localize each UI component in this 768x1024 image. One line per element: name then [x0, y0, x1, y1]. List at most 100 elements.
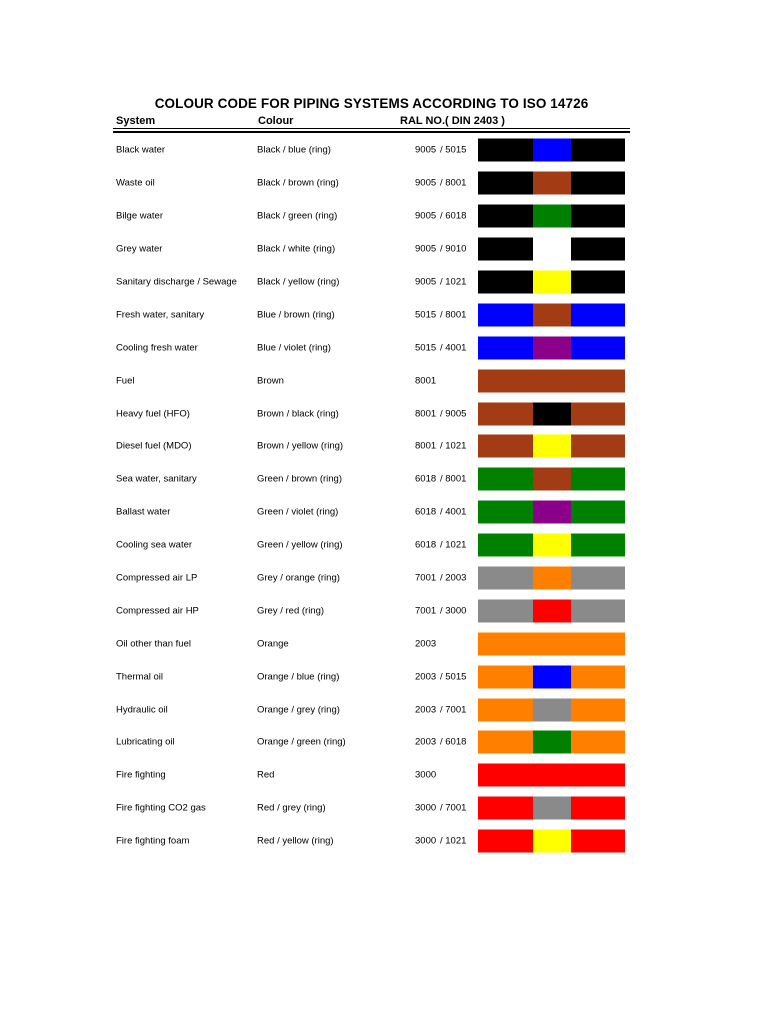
ral-ring-number: / 7001	[440, 802, 467, 814]
table-row: Oil other than fuel Orange 2003	[0, 627, 768, 660]
pipe-colour-swatch	[478, 402, 625, 426]
colour-label: Orange / grey (ring)	[257, 704, 340, 716]
table-row: Sanitary discharge / Sewage Black / yello…	[0, 266, 768, 299]
pipe-colour-swatch	[478, 599, 625, 623]
pipe-colour-swatch	[478, 171, 625, 195]
system-label: Fresh water, sanitary	[116, 309, 205, 321]
colour-label: Black / white (ring)	[257, 243, 336, 255]
ral-main-number: 7001	[415, 605, 437, 617]
ral-ring-number: / 1021	[440, 276, 467, 288]
colour-label: Red / grey (ring)	[257, 802, 326, 814]
page-title: COLOUR CODE FOR PIPING SYSTEMS ACCORDING…	[154, 96, 589, 111]
ring-colour-band	[532, 829, 571, 853]
colour-label: Black / yellow (ring)	[257, 276, 340, 288]
system-label: Fire fighting foam	[116, 835, 190, 847]
system-label: Bilge water	[116, 210, 163, 222]
ring-colour-band	[532, 665, 571, 689]
table-row: Sea water, sanitary Green / brown (ring) 6…	[0, 463, 768, 496]
system-label: Sanitary discharge / Sewage	[116, 276, 237, 288]
pipe-colour-swatch	[478, 698, 625, 722]
ring-colour-band	[532, 237, 571, 261]
table-row: Compressed air LP Grey / orange (ring) 700…	[0, 562, 768, 595]
system-label: Heavy fuel (HFO)	[116, 408, 190, 420]
ring-colour-band	[532, 303, 571, 327]
table-row: Cooling fresh water Blue / violet (ring) 5…	[0, 331, 768, 364]
system-label: Black water	[116, 144, 166, 156]
pipe-colour-swatch	[478, 467, 625, 491]
table-row: Lubricating oil Orange / green (ring) 2003…	[0, 726, 768, 759]
system-label: Oil other than fuel	[116, 638, 191, 650]
column-header-colour: Colour	[258, 115, 294, 127]
system-label: Hydraulic oil	[116, 704, 168, 716]
piping-colour-table: Black water Black / blue (ring) 9005 / 5015…	[0, 134, 768, 858]
system-label: Cooling sea water	[116, 539, 193, 551]
colour-label: Brown / yellow (ring)	[257, 440, 344, 452]
ral-ring-number: / 5015	[440, 144, 467, 156]
ral-ring-number: / 1021	[440, 440, 467, 452]
ral-main-number: 6018	[415, 473, 437, 485]
ral-ring-number: / 5015	[440, 671, 467, 683]
table-row: Ballast water Green / violet (ring) 6018/ …	[0, 496, 768, 529]
ral-ring-number: / 1021	[440, 539, 467, 551]
ring-colour-band	[532, 467, 571, 491]
ral-main-number: 5015	[415, 342, 437, 354]
pipe-colour-swatch	[478, 533, 625, 557]
ral-main-number: 7001	[415, 572, 437, 584]
table-row: Fresh water, sanitary Blue / brown (ring)…	[0, 298, 768, 331]
system-label: Lubricating oil	[116, 736, 175, 748]
header-divider-rule	[113, 128, 630, 133]
table-row: Fire fighting foam Red / yellow (ring) 300…	[0, 825, 768, 858]
column-header-ral: RAL NO.( DIN 2403 )	[400, 115, 505, 127]
ring-colour-band	[532, 698, 571, 722]
column-header-system: System	[116, 115, 156, 127]
ring-colour-band	[532, 533, 571, 557]
ral-ring-number: / 9010	[440, 243, 467, 255]
table-row: Fire fighting Red 3000	[0, 759, 768, 792]
ring-colour-band	[532, 336, 571, 360]
pipe-colour-swatch	[478, 796, 625, 820]
pipe-colour-swatch	[478, 336, 625, 360]
ral-main-number: 5015	[415, 309, 437, 321]
colour-label: Blue / brown (ring)	[257, 309, 335, 321]
pipe-colour-swatch	[478, 665, 625, 689]
ral-main-number: 6018	[415, 506, 437, 518]
ring-colour-band	[532, 204, 571, 228]
system-label: Diesel fuel (MDO)	[116, 440, 192, 452]
system-label: Thermal oil	[116, 671, 163, 683]
table-row: Black water Black / blue (ring) 9005/ 5015	[0, 134, 768, 167]
table-row: Compressed air HP Grey / red (ring) 7001/ …	[0, 594, 768, 627]
table-row: Hydraulic oil Orange / grey (ring) 2003/ 7…	[0, 693, 768, 726]
system-label: Cooling fresh water	[116, 342, 198, 354]
table-row: Cooling sea water Green / yellow (ring) 60…	[0, 529, 768, 562]
ring-colour-band	[532, 796, 571, 820]
system-label: Compressed air HP	[116, 605, 199, 617]
colour-label: Green / brown (ring)	[257, 473, 343, 485]
ral-ring-number: / 9005	[440, 408, 467, 420]
pipe-colour-swatch	[478, 204, 625, 228]
pipe-colour-swatch	[478, 369, 625, 393]
ral-main-number: 2003	[415, 704, 437, 716]
ral-main-number: 9005	[415, 276, 437, 288]
pipe-colour-swatch	[478, 434, 625, 458]
colour-label: Red	[257, 769, 275, 781]
ral-ring-number: / 3000	[440, 605, 467, 617]
ral-ring-number: / 8001	[440, 309, 467, 321]
colour-label: Green / yellow (ring)	[257, 539, 343, 551]
colour-label: Brown / black (ring)	[257, 408, 339, 420]
pipe-colour-swatch	[478, 632, 625, 656]
table-row: Fire fighting CO2 gas Red / grey (ring) 30…	[0, 792, 768, 825]
colour-label: Green / violet (ring)	[257, 506, 339, 518]
ring-colour-band	[532, 599, 571, 623]
ral-ring-number: / 2003	[440, 572, 467, 584]
pipe-colour-swatch	[478, 270, 625, 294]
colour-label: Orange / blue (ring)	[257, 671, 340, 683]
ral-main-number: 3000	[415, 802, 437, 814]
ral-ring-number: / 1021	[440, 835, 467, 847]
ral-ring-number: / 4001	[440, 506, 467, 518]
colour-label: Black / blue (ring)	[257, 144, 331, 156]
system-label: Fire fighting	[116, 769, 166, 781]
pipe-colour-swatch	[478, 138, 625, 162]
ral-main-number: 2003	[415, 736, 437, 748]
ral-main-number: 8001	[415, 408, 437, 420]
